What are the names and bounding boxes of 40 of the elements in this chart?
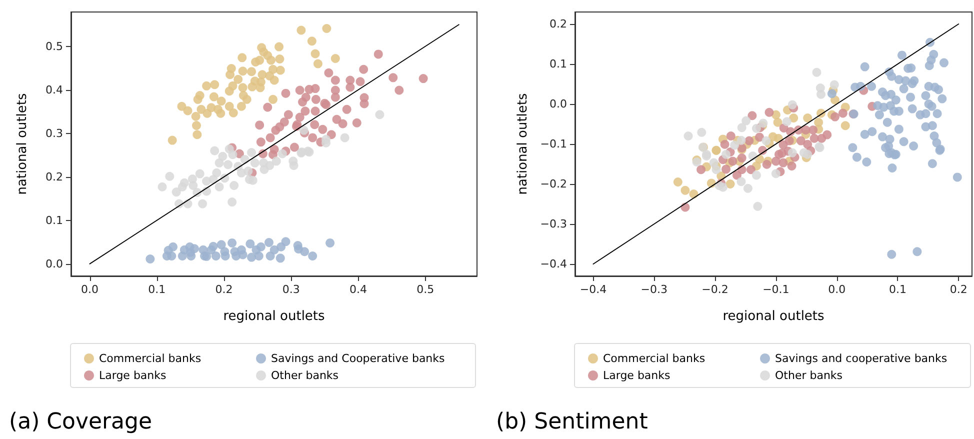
- x-axis-title: regional outlets: [223, 309, 326, 324]
- y-tick-label: 0.0: [46, 257, 63, 270]
- x-tick-label: 0.1: [888, 283, 906, 296]
- y-tick-label: 0.4: [46, 83, 63, 96]
- text: (b) Sentiment: [496, 410, 648, 434]
- x-tick-label: −0.4: [580, 283, 607, 296]
- y-tick-label: −0.1: [540, 138, 567, 150]
- x-tick-label: 0.5: [416, 283, 434, 296]
- y-tick-label: 0.2: [550, 18, 567, 30]
- legend-label: Savings and cooperative banks: [775, 352, 948, 365]
- x-axis-title: regional outlets: [722, 309, 825, 324]
- y-axis-title: national outlets: [15, 92, 30, 195]
- legend-label: Other banks: [271, 369, 339, 382]
- legend-label: Large banks: [99, 369, 167, 382]
- legend-label: Commercial banks: [99, 352, 202, 365]
- y-tick-label: 0.2: [46, 170, 63, 184]
- x-tick-label: 0.0: [828, 283, 846, 296]
- x-tick-label: 0.0: [81, 283, 99, 296]
- legend-label: Large banks: [603, 369, 671, 382]
- y-tick-label: −0.4: [540, 258, 567, 270]
- x-tick-label: −0.1: [762, 283, 790, 296]
- y-tick-label: 0.5: [46, 40, 63, 53]
- text: (a) Coverage: [9, 410, 152, 434]
- y-axis-title: national outlets: [515, 92, 530, 195]
- legend-label: Other banks: [775, 369, 843, 382]
- y-tick-label: −0.3: [540, 218, 567, 230]
- x-tick-label: 0.2: [215, 283, 233, 296]
- y-tick-label: 0.1: [46, 214, 63, 227]
- x-tick-label: 0.4: [349, 283, 367, 296]
- x-tick-label: −0.2: [702, 283, 728, 296]
- legend-label: Savings and Cooperative banks: [271, 352, 446, 365]
- y-tick-label: 0.1: [550, 58, 567, 70]
- y-tick-label: 0.3: [46, 126, 63, 140]
- x-tick-label: 0.2: [950, 283, 968, 296]
- x-tick-label: 0.1: [148, 283, 166, 296]
- x-tick-label: 0.3: [282, 283, 300, 296]
- y-tick-label: −0.2: [540, 178, 567, 190]
- x-tick-label: −0.3: [640, 283, 668, 296]
- y-tick-label: 0.0: [550, 98, 567, 110]
- legend-label: Commercial banks: [603, 352, 706, 365]
